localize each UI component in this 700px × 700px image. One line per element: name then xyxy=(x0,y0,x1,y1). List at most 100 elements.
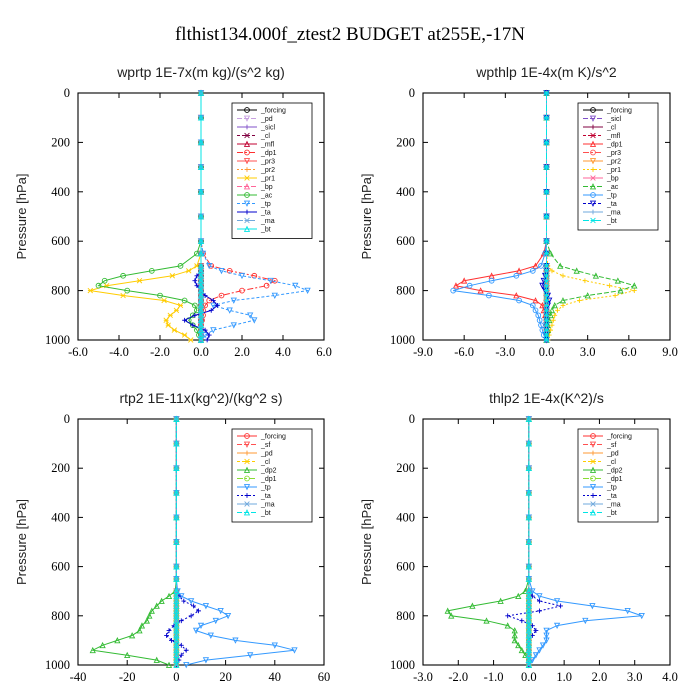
legend-entry: _pd xyxy=(260,116,273,123)
legend-entry: _dp1 xyxy=(260,476,277,483)
series-ta xyxy=(164,416,201,668)
legend-entry: _ma xyxy=(260,218,275,225)
y-tick-label: 0 xyxy=(409,412,415,426)
legend-entry: _bp xyxy=(260,184,273,191)
legend-entry: _mfl xyxy=(606,133,621,140)
legend-entry: _sicl xyxy=(260,125,275,132)
y-tick-label: 800 xyxy=(396,609,415,623)
chart-panel-2: wpthlp 1E-4x(m K)/s^2 Pressure [hPa] -9.0 -… xyxy=(359,64,678,359)
legend-entry: _tp xyxy=(606,193,617,200)
y-tick-label: 1000 xyxy=(390,658,415,672)
figure-title: flthist134.000f_ztest2 BUDGET at255E,-17… xyxy=(175,24,525,45)
legend-entry: _ta xyxy=(606,201,617,208)
chart-panel-1: wprtp 1E-7x(m kg)/(s^2 kg) Pressure [hPa]… xyxy=(14,64,332,359)
x-tick-label: 0.0 xyxy=(539,345,555,359)
series-pr1 xyxy=(87,90,204,343)
legend-entry: _cl xyxy=(606,459,616,466)
y-tick-label: 200 xyxy=(51,461,70,475)
x-tick-label: 0.0 xyxy=(521,670,537,684)
y-tick-label: 600 xyxy=(396,234,415,248)
y-tick-label: 1000 xyxy=(45,658,70,672)
legend-entry: _mfl xyxy=(260,142,275,149)
legend-entry: _bt xyxy=(260,227,271,234)
legend-entry: _tp xyxy=(260,485,271,492)
legend-entry: _forcing xyxy=(260,434,286,441)
chart-panels: wprtp 1E-7x(m kg)/(s^2 kg) Pressure [hPa]… xyxy=(14,64,678,684)
legend-entry: _bt xyxy=(606,510,617,517)
legend-entry: _cl xyxy=(606,125,616,132)
x-tick-label: 6.0 xyxy=(316,345,332,359)
legend-entry: _pd xyxy=(260,451,273,458)
y-tick-label: 600 xyxy=(51,234,70,248)
legend-entry: _dp1 xyxy=(260,150,277,157)
series-tp xyxy=(450,90,550,343)
x-tick-label: 20 xyxy=(219,670,232,684)
x-tick-label: 2.0 xyxy=(592,670,608,684)
series-bt xyxy=(525,415,532,668)
legend-entry: _ta xyxy=(606,493,617,500)
x-tick-label: 6.0 xyxy=(621,345,637,359)
legend-entry: _tp xyxy=(606,485,617,492)
x-tick-label: 9.0 xyxy=(662,345,678,359)
y-tick-label: 200 xyxy=(396,135,415,149)
y-tick-label: 0 xyxy=(409,86,415,100)
legend: _forcing_sf _pd_cl _dp2_dp1 _tp_ta _ma_bt xyxy=(577,428,659,523)
x-tick-label: 4.0 xyxy=(275,345,291,359)
series-bt xyxy=(173,415,180,668)
series-line xyxy=(200,93,310,341)
legend-entry: _bp xyxy=(606,176,619,183)
x-tick-label: -1.0 xyxy=(484,670,504,684)
legend: _forcing_pd_sicl_cl_mfl_dp1_pr3_pr2_pr1_… xyxy=(231,102,313,239)
legend-entry: _pr1 xyxy=(260,176,275,183)
legend-box xyxy=(577,102,659,231)
series-ac xyxy=(95,90,204,343)
legend-entry: _cl xyxy=(260,133,270,140)
legend-entry: _ac xyxy=(606,184,619,191)
legend-entry: _sf xyxy=(260,442,270,449)
series-line xyxy=(91,419,177,666)
series-bt xyxy=(197,89,205,343)
x-tick-label: -3.0 xyxy=(495,345,515,359)
y-tick-label: 400 xyxy=(51,510,70,524)
x-tick-label: 0 xyxy=(173,670,179,684)
y-tick-label: 200 xyxy=(51,135,70,149)
legend-entry: _ac xyxy=(260,193,273,200)
x-tick-label: 40 xyxy=(269,670,282,684)
y-tick-label: 800 xyxy=(396,284,415,298)
x-tick-label: -6.0 xyxy=(68,345,88,359)
series-dp2 xyxy=(89,415,180,668)
legend-entry: _ta xyxy=(260,210,271,217)
legend-entry: _forcing xyxy=(260,108,286,115)
legend-entry: _dp1 xyxy=(606,476,623,483)
y-tick-label: 400 xyxy=(51,185,70,199)
y-axis-label: Pressure [hPa] xyxy=(359,499,374,585)
y-axis-label: Pressure [hPa] xyxy=(14,499,29,585)
x-tick-label: -2.0 xyxy=(448,670,468,684)
x-tick-label: -20 xyxy=(119,670,136,684)
y-tick-label: 600 xyxy=(51,560,70,574)
legend-entry: _pr2 xyxy=(606,159,621,166)
series-line xyxy=(446,419,530,665)
legend-entry: _ma xyxy=(260,502,275,509)
legend-entry: _pr1 xyxy=(606,167,621,174)
legend-entry: _pr3 xyxy=(260,159,275,166)
y-tick-label: 1000 xyxy=(390,333,415,347)
x-tick-label: -40 xyxy=(70,670,87,684)
x-tick-label: -3.0 xyxy=(413,670,433,684)
y-tick-label: 1000 xyxy=(45,333,70,347)
legend-entry: _bt xyxy=(606,218,617,225)
legend-entry: _forcing xyxy=(606,108,632,115)
chart-panel-4: thlp2 1E-4x(K^2)/s Pressure [hPa] -3.0 -2.0… xyxy=(359,390,678,684)
legend-entry: _sf xyxy=(606,442,616,449)
y-tick-label: 600 xyxy=(396,560,415,574)
panel-title: wpthlp 1E-4x(m K)/s^2 xyxy=(475,64,617,80)
panel-title: rtp2 1E-11x(kg^2)/(kg^2 s) xyxy=(119,390,282,406)
x-tick-label: -2.0 xyxy=(150,345,170,359)
legend-entry: _cl xyxy=(260,459,270,466)
y-tick-label: 0 xyxy=(64,412,70,426)
legend-entry: _sicl xyxy=(606,116,621,123)
y-tick-label: 800 xyxy=(51,609,70,623)
legend: _forcing_sicl_cl_mfl_dp1_pr3_pr2_pr1_bp_… xyxy=(577,102,659,231)
x-tick-label: 4.0 xyxy=(662,670,678,684)
legend-entry: _ma xyxy=(606,210,621,217)
